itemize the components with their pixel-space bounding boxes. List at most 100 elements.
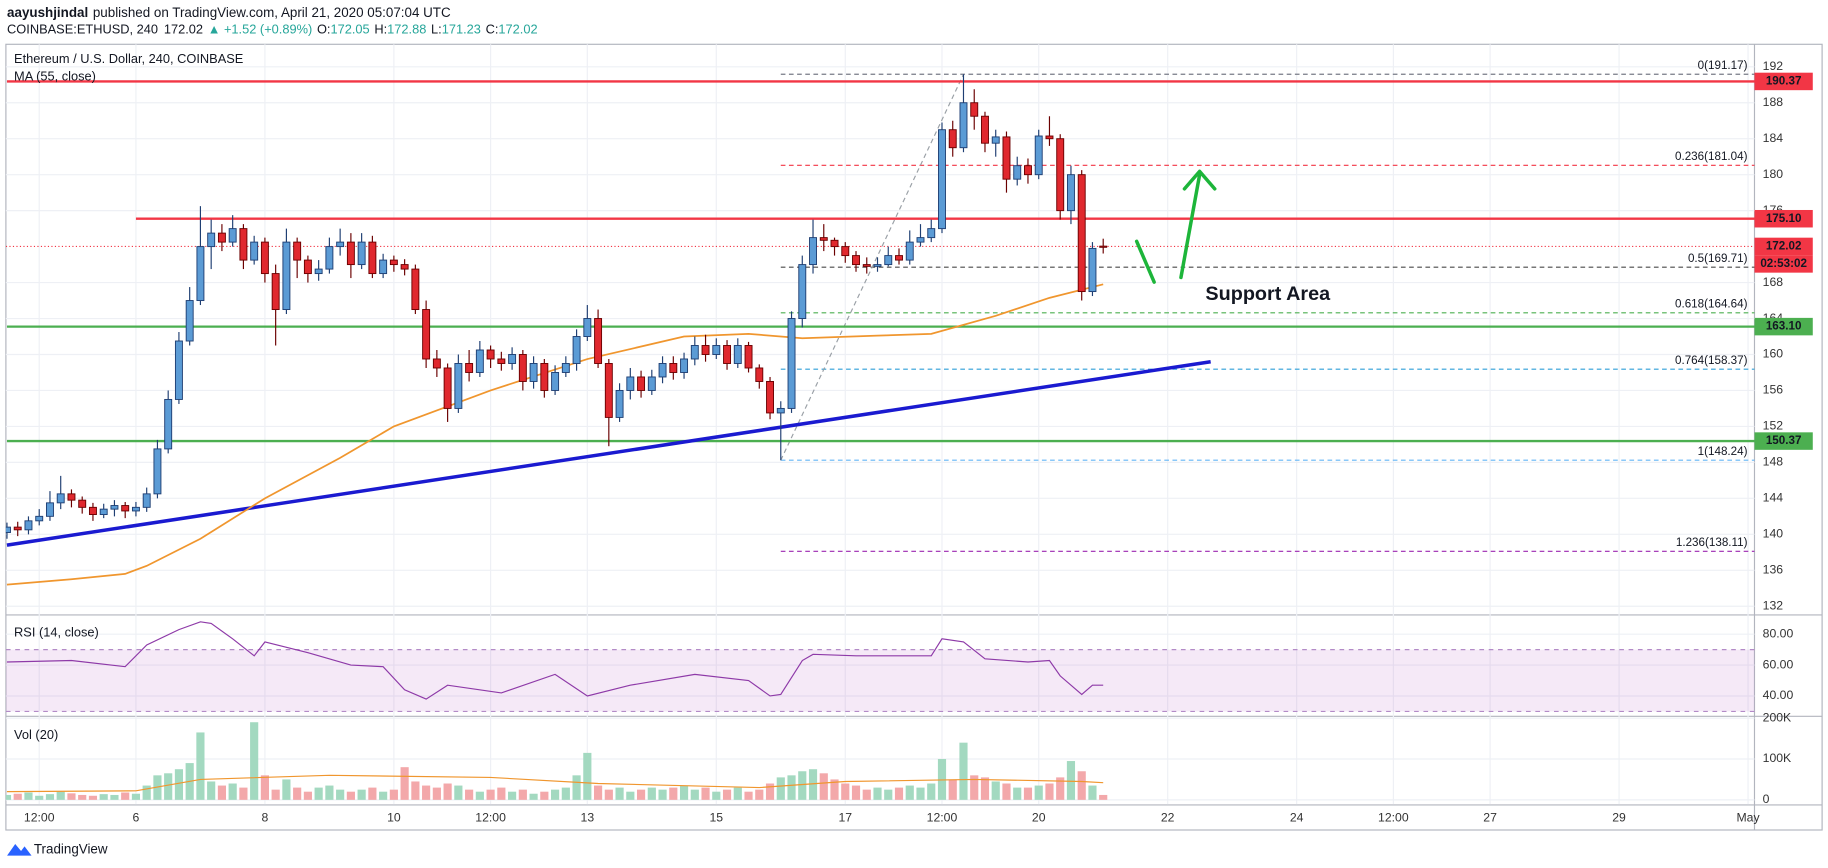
price-tag-label: 150.37	[1766, 434, 1802, 447]
fib-label: 0.764(158.37)	[1675, 354, 1748, 367]
y-tick-label: 168	[1763, 275, 1784, 289]
candle-body	[712, 345, 721, 355]
volume-bar	[35, 795, 44, 800]
candle-body	[174, 340, 183, 400]
candle-body	[228, 228, 237, 243]
fib-label: 0.236(181.04)	[1675, 150, 1748, 163]
fib-label: 0.5(169.71)	[1688, 252, 1748, 265]
volume-bar	[755, 789, 764, 800]
ohlc-value: 172.05	[330, 22, 369, 37]
y-tick-label: 60.00	[1763, 657, 1794, 671]
candle-body	[271, 273, 280, 311]
volume-bar	[207, 781, 216, 800]
candle-body	[56, 493, 65, 504]
volume-bar	[679, 785, 689, 800]
volume-bar	[260, 775, 269, 800]
volume-bar	[293, 787, 302, 800]
candle-body	[690, 345, 699, 360]
volume-bar	[862, 789, 871, 800]
volume-bar	[518, 789, 527, 800]
price-tag	[1754, 237, 1813, 256]
volume-bar	[325, 785, 334, 800]
arrow-up	[1179, 169, 1217, 280]
y-tick-label: 188	[1763, 95, 1784, 109]
volume-bar	[110, 794, 119, 800]
candle-body	[733, 345, 742, 364]
candle-body	[217, 232, 226, 243]
volume-bar	[346, 791, 355, 800]
candle-body	[475, 349, 484, 373]
volume-bar	[776, 777, 785, 800]
ohlc-value: 172.88	[387, 22, 426, 37]
candle-body	[723, 345, 732, 364]
candle-body	[776, 407, 785, 414]
volume-bar	[1045, 783, 1054, 800]
volume-bar	[744, 791, 753, 800]
candle-body	[1066, 174, 1075, 212]
rsi-line	[6, 621, 1104, 700]
volume-bar	[303, 791, 312, 800]
price-title: Ethereum / U.S. Dollar, 240, COINBASE	[14, 51, 243, 66]
y-tick-label: 156	[1763, 383, 1784, 397]
volume-bar	[121, 792, 130, 800]
y-tick-label: 136	[1763, 563, 1784, 577]
candle-body	[99, 508, 108, 516]
candle-body	[809, 237, 817, 266]
candle-body	[13, 526, 22, 531]
volume-bar	[572, 775, 581, 800]
change: ▲ +1.52 (+0.89%)	[208, 22, 313, 37]
candle-body	[766, 381, 774, 414]
volume-bar	[647, 787, 656, 800]
candle-body	[680, 358, 689, 373]
candle-body	[819, 237, 828, 241]
ohlc-value: 172.02	[498, 22, 537, 37]
volume-bar	[894, 787, 904, 800]
volume-bar	[56, 791, 65, 800]
logo-icon	[7, 843, 32, 856]
x-tick-label: 17	[838, 811, 852, 825]
volume-bar	[228, 783, 237, 800]
candle-body	[787, 318, 796, 409]
x-tick-label: 22	[1161, 811, 1175, 825]
volume-bar	[24, 792, 33, 800]
volume-bar	[1088, 785, 1097, 800]
y-tick-label: 0	[1763, 792, 1770, 806]
moving-average	[6, 283, 1104, 586]
candle-body	[250, 241, 259, 261]
candle-body	[443, 367, 452, 409]
candle-body	[1024, 165, 1032, 176]
x-tick-label: 10	[387, 811, 401, 825]
volume-bar	[99, 794, 108, 800]
ohlc-key: C:	[486, 22, 499, 37]
price-tag	[1754, 255, 1813, 273]
ohlc-key: H:	[374, 22, 387, 37]
candle-body	[346, 241, 355, 266]
volume-bar	[88, 795, 98, 800]
volume-bar	[357, 789, 366, 800]
volume-bar	[583, 752, 592, 800]
ohlc-value: 171.23	[442, 22, 481, 37]
price-tag-label: 175.10	[1766, 212, 1802, 225]
candle-body	[389, 259, 398, 266]
volume-bar	[561, 787, 570, 800]
volume-bar	[250, 722, 259, 800]
volume-bar	[819, 773, 828, 800]
volume-bar	[873, 787, 882, 800]
volume-bar	[508, 791, 517, 800]
candle-body	[497, 358, 506, 364]
y-tick-label: 200K	[1763, 710, 1792, 724]
volume-bar	[164, 773, 173, 800]
x-tick-label: 12:00	[927, 811, 958, 825]
x-tick-label: 29	[1612, 811, 1626, 825]
logo: TradingView	[7, 841, 108, 856]
volume-bar	[529, 793, 538, 800]
volume-bar	[465, 789, 474, 800]
price-tag	[1754, 72, 1813, 91]
volume-bar	[808, 769, 818, 800]
volume-bar	[13, 793, 22, 800]
price-tag	[1754, 209, 1813, 228]
volume-bar	[615, 787, 624, 800]
candle-body	[744, 345, 753, 369]
volume-bar	[1077, 771, 1086, 800]
